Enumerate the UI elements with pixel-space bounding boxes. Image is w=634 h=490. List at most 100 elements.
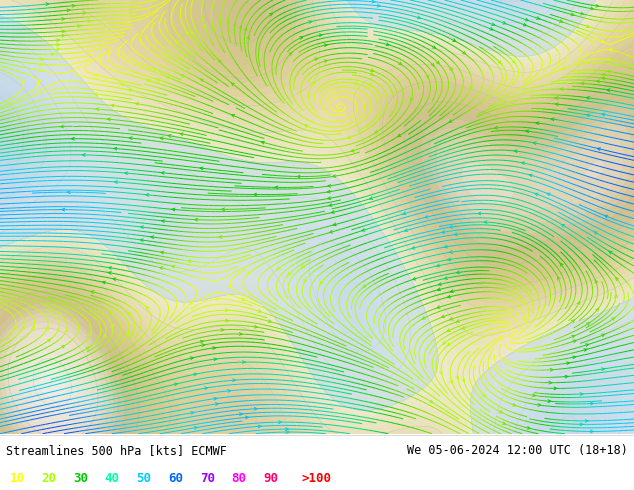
FancyArrowPatch shape [233,24,236,26]
FancyArrowPatch shape [129,89,132,92]
FancyArrowPatch shape [503,22,506,24]
FancyArrowPatch shape [443,342,446,344]
FancyArrowPatch shape [522,162,525,165]
FancyArrowPatch shape [596,4,598,7]
FancyArrowPatch shape [91,291,94,294]
FancyArrowPatch shape [247,271,250,274]
FancyArrowPatch shape [48,339,51,342]
FancyArrowPatch shape [178,57,181,60]
FancyArrowPatch shape [61,208,65,211]
FancyArrowPatch shape [558,277,560,280]
Text: 80: 80 [231,472,247,486]
FancyArrowPatch shape [297,175,300,178]
FancyArrowPatch shape [86,347,89,350]
FancyArrowPatch shape [62,30,65,33]
FancyArrowPatch shape [449,120,452,122]
FancyArrowPatch shape [141,226,143,229]
FancyArrowPatch shape [327,190,330,193]
FancyArrowPatch shape [172,265,174,268]
FancyArrowPatch shape [547,193,550,196]
Text: 10: 10 [10,472,25,486]
FancyArrowPatch shape [88,20,91,23]
FancyArrowPatch shape [404,229,408,231]
FancyArrowPatch shape [188,260,191,263]
FancyArrowPatch shape [62,18,65,20]
FancyArrowPatch shape [437,306,440,308]
FancyArrowPatch shape [226,319,228,322]
FancyArrowPatch shape [432,46,436,48]
FancyArrowPatch shape [439,283,441,286]
FancyArrowPatch shape [580,423,583,426]
FancyArrowPatch shape [245,416,249,419]
FancyArrowPatch shape [482,394,486,397]
Text: 90: 90 [263,472,278,486]
FancyArrowPatch shape [578,301,580,305]
FancyArrowPatch shape [242,298,245,300]
Text: >100: >100 [301,472,331,486]
FancyArrowPatch shape [372,0,375,3]
FancyArrowPatch shape [180,133,183,135]
FancyArrowPatch shape [191,31,194,34]
FancyArrowPatch shape [115,181,117,183]
FancyArrowPatch shape [254,325,257,328]
FancyArrowPatch shape [514,150,517,152]
FancyArrowPatch shape [607,58,611,61]
FancyArrowPatch shape [422,317,425,319]
FancyArrowPatch shape [239,333,242,335]
FancyArrowPatch shape [56,39,60,42]
FancyArrowPatch shape [573,356,576,359]
FancyArrowPatch shape [403,212,406,215]
FancyArrowPatch shape [304,280,306,283]
FancyArrowPatch shape [146,194,149,196]
FancyArrowPatch shape [450,225,453,228]
FancyArrowPatch shape [513,403,516,406]
FancyArrowPatch shape [571,320,574,323]
FancyArrowPatch shape [168,135,171,137]
FancyArrowPatch shape [233,379,235,382]
FancyArrowPatch shape [242,361,245,364]
FancyArrowPatch shape [607,89,610,92]
FancyArrowPatch shape [56,48,60,50]
FancyArrowPatch shape [559,20,562,23]
FancyArrowPatch shape [254,193,257,196]
FancyArrowPatch shape [46,3,49,5]
FancyArrowPatch shape [147,79,150,82]
FancyArrowPatch shape [285,428,288,431]
FancyArrowPatch shape [586,344,588,346]
FancyArrowPatch shape [202,344,205,346]
FancyArrowPatch shape [450,250,452,253]
FancyArrowPatch shape [78,24,81,27]
FancyArrowPatch shape [289,52,292,55]
FancyArrowPatch shape [450,318,453,320]
FancyArrowPatch shape [67,9,70,12]
FancyArrowPatch shape [605,215,607,218]
FancyArrowPatch shape [602,74,605,76]
FancyArrowPatch shape [462,379,465,382]
FancyArrowPatch shape [231,115,235,117]
FancyArrowPatch shape [258,425,261,428]
FancyArrowPatch shape [425,216,428,218]
FancyArrowPatch shape [39,69,42,72]
FancyArrowPatch shape [596,308,598,312]
FancyArrowPatch shape [305,125,308,127]
FancyArrowPatch shape [567,362,569,365]
FancyArrowPatch shape [114,147,117,150]
FancyArrowPatch shape [212,346,216,349]
FancyArrowPatch shape [231,83,235,86]
FancyArrowPatch shape [319,34,322,37]
FancyArrowPatch shape [278,421,281,423]
FancyArrowPatch shape [607,70,610,73]
FancyArrowPatch shape [463,51,465,54]
FancyArrowPatch shape [200,167,203,170]
FancyArrowPatch shape [39,80,41,83]
FancyArrowPatch shape [548,400,551,402]
FancyArrowPatch shape [213,28,216,31]
FancyArrowPatch shape [450,380,453,383]
FancyArrowPatch shape [571,13,574,16]
FancyArrowPatch shape [176,41,179,44]
FancyArrowPatch shape [491,23,495,25]
FancyArrowPatch shape [240,413,242,416]
FancyArrowPatch shape [490,27,493,30]
FancyArrowPatch shape [602,368,605,370]
FancyArrowPatch shape [332,211,334,214]
